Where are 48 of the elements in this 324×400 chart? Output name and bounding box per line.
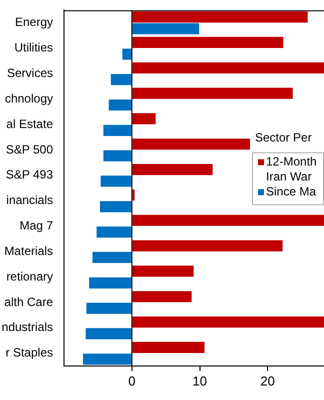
x-tick-label: 0: [128, 373, 136, 388]
bar: [132, 138, 250, 150]
bar: [132, 36, 284, 48]
bar: [86, 302, 132, 314]
bar: [96, 226, 132, 238]
x-tick-label: 20: [260, 373, 275, 388]
legend-label: 12-Month Iran War: [266, 154, 317, 184]
x-tick-label: 10: [192, 373, 208, 388]
legend-title: Sector Per: [255, 130, 312, 145]
bar: [103, 150, 132, 162]
bar: [132, 62, 324, 74]
bar: [122, 48, 132, 60]
bar: [132, 266, 194, 277]
legend-label: Since Ma: [266, 184, 316, 199]
bar: [103, 124, 132, 136]
y-tick-label: inancials: [6, 193, 53, 208]
y-tick-label: Materials: [4, 244, 53, 258]
y-tick-label: Utilities: [14, 40, 53, 55]
y-tick-label: Mag 7: [20, 218, 54, 233]
bar: [132, 342, 205, 353]
bar: [132, 113, 156, 124]
bar: [132, 12, 308, 23]
bar: [92, 252, 132, 264]
y-tick-label: S&P 493: [6, 168, 54, 182]
bar: [132, 164, 213, 176]
y-tick-label: Energy: [14, 15, 53, 30]
bar: [108, 99, 132, 111]
bar: [132, 214, 324, 226]
y-tick-label: chnology: [4, 91, 53, 106]
y-tick-label: al Estate: [6, 116, 54, 131]
bar: [132, 189, 135, 201]
bar: [132, 291, 192, 302]
y-tick-label: S&P 500: [6, 142, 54, 156]
bar: [110, 74, 132, 86]
bar: [83, 354, 132, 365]
bar: [100, 176, 132, 187]
y-tick-label: retionary: [6, 269, 53, 284]
bar: [132, 23, 200, 34]
bar: [132, 316, 324, 328]
y-tick-label: alth Care: [4, 294, 54, 309]
y-tick-label: Services: [6, 66, 53, 80]
bar: [86, 328, 132, 340]
bar: [89, 277, 132, 288]
y-tick-label: ndustrials: [2, 320, 53, 334]
bar: [132, 88, 293, 99]
bar: [100, 201, 132, 212]
bar: [132, 240, 283, 252]
y-tick-label: r Staples: [6, 346, 53, 360]
